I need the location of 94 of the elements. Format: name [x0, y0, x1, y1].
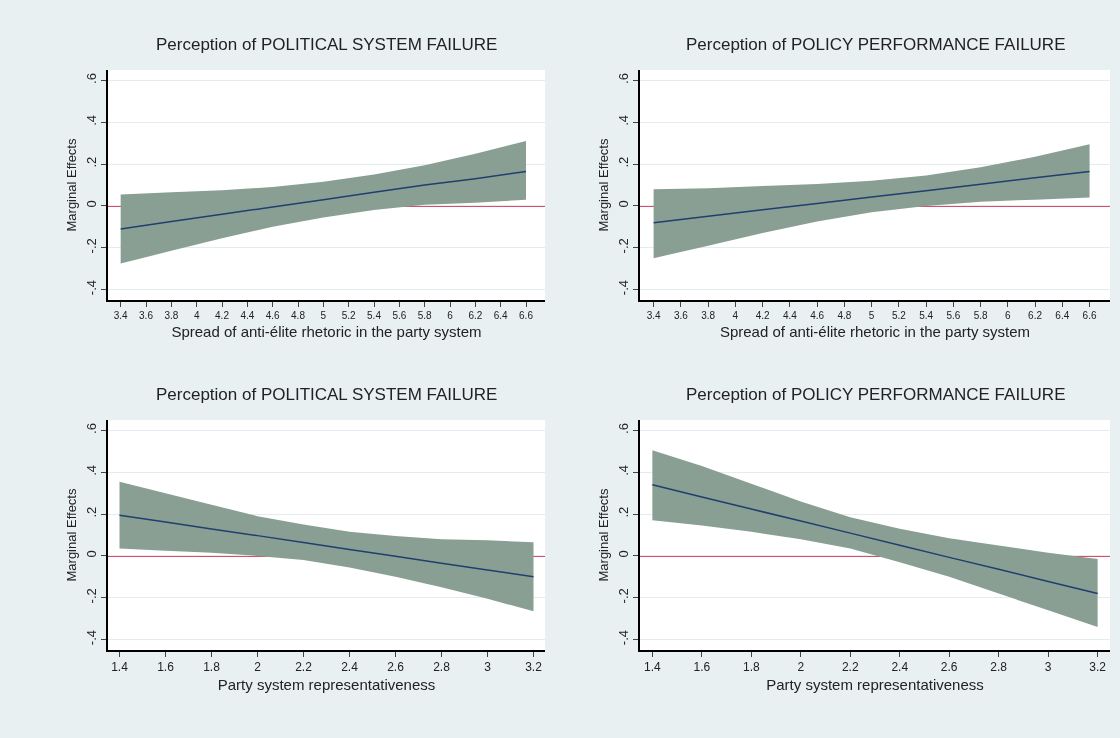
x-tick-label: 5.4 [919, 310, 934, 321]
x-tick-label: 3.2 [525, 660, 543, 675]
y-tick-label: -.4 [615, 630, 631, 646]
x-tick-label: 2.2 [295, 660, 313, 675]
x-tick-label: 6.4 [493, 310, 509, 321]
x-tick-label: 4.4 [782, 310, 798, 321]
y-tick-label: -.2 [615, 588, 631, 604]
x-tick-label: 2.8 [433, 660, 451, 675]
x-axis-title: Spread of anti-élite rhetoric in the party system [171, 322, 482, 340]
y-tick-label: .2 [83, 506, 99, 518]
x-tick-label: 6.2 [468, 310, 483, 321]
x-tick-label: 4.6 [265, 310, 281, 321]
x-tick-label: 1.8 [203, 660, 221, 675]
x-tick-label: 3 [484, 660, 492, 675]
x-tick-label: 5.8 [417, 310, 433, 321]
x-tick-label: 6.6 [519, 310, 534, 321]
y-tick-label: .6 [83, 423, 99, 434]
x-tick-label: 2.4 [891, 660, 909, 675]
x-tick-label: 2.4 [341, 660, 359, 675]
x-tick-label: 4.6 [810, 310, 825, 321]
x-tick-label: 3.8 [701, 310, 716, 321]
x-tick-label: 3.4 [113, 310, 129, 321]
y-tick-label: .4 [83, 464, 99, 476]
chart-title: Perception of POLICY PERFORMANCE FAILURE [686, 35, 1066, 54]
x-tick-label: 6 [447, 310, 454, 321]
y-axis-title: Marginal Effects [64, 138, 80, 232]
x-tick-label: 3.8 [164, 310, 179, 321]
line-series [118, 514, 535, 578]
x-tick-label: 4.2 [215, 310, 230, 321]
x-tick-label: 5.8 [973, 310, 988, 321]
y-tick-label: -.2 [83, 238, 99, 254]
line-series [652, 170, 1091, 224]
x-tick-label: 6.2 [1028, 310, 1043, 321]
x-tick-label: 4.4 [240, 310, 255, 321]
x-tick-label: 1.6 [157, 660, 175, 675]
x-tick-label: 4 [732, 310, 739, 321]
y-tick-label: .2 [615, 156, 631, 168]
y-tick-label: 0 [83, 200, 99, 208]
y-tick-label: -.2 [83, 588, 99, 604]
x-tick-label: 1.6 [693, 660, 711, 675]
x-tick-label: 5 [320, 310, 327, 321]
y-tick-label: 0 [615, 200, 631, 208]
y-tick-label: -.2 [615, 238, 631, 254]
line-series [651, 484, 1099, 595]
y-axis-title: Marginal Effects [596, 488, 612, 582]
x-tick-label: 6.6 [1082, 310, 1097, 321]
x-axis-title: Spread of anti-élite rhetoric in the party system [719, 322, 1031, 340]
x-tick-label: 6 [1005, 310, 1012, 321]
y-tick-label: .4 [615, 114, 631, 126]
x-tick-label: 1.8 [742, 660, 760, 675]
x-tick-label: 1.4 [644, 660, 662, 675]
x-tick-label: 4.8 [837, 310, 852, 321]
x-tick-label: 5 [868, 310, 875, 321]
x-tick-label: 3.2 [1089, 660, 1107, 675]
chart-title: Perception of POLICY PERFORMANCE FAILURE [686, 385, 1066, 404]
x-tick-label: 5.2 [891, 310, 907, 321]
x-tick-label: 5.6 [946, 310, 961, 321]
chart-title: Perception of POLITICAL SYSTEM FAILURE [156, 385, 498, 404]
x-tick-label: 3.6 [139, 310, 154, 321]
x-tick-label: 4.8 [291, 310, 306, 321]
y-tick-label: -.4 [615, 280, 631, 296]
x-tick-label: 2.6 [387, 660, 405, 675]
y-tick-label: .4 [83, 114, 99, 126]
y-tick-label: 0 [83, 550, 99, 558]
x-tick-label: 6.4 [1055, 310, 1070, 321]
y-tick-label: -.4 [83, 630, 99, 646]
x-tick-label: 2.8 [990, 660, 1008, 675]
x-tick-label: 3.6 [673, 310, 689, 321]
x-tick-label: 2 [797, 660, 805, 675]
x-tick-label: 3.4 [646, 310, 662, 321]
line-series [119, 170, 527, 230]
x-tick-label: 3 [1044, 660, 1052, 675]
x-axis-title: Party system representativeness [766, 675, 984, 693]
x-tick-label: 5.6 [392, 310, 407, 321]
x-tick-label: 2.6 [940, 660, 958, 675]
y-tick-label: .4 [615, 464, 631, 476]
y-tick-label: -.4 [83, 280, 99, 296]
y-tick-label: .6 [615, 423, 631, 434]
x-tick-label: 2.2 [841, 660, 859, 675]
x-tick-label: 1.4 [111, 660, 129, 675]
chart-title: Perception of POLITICAL SYSTEM FAILURE [156, 35, 498, 54]
x-tick-label: 4.2 [755, 310, 770, 321]
y-tick-label: .2 [83, 156, 99, 168]
x-tick-label: 5.4 [367, 310, 382, 321]
x-tick-label: 2 [254, 660, 262, 675]
x-tick-label: 5.2 [341, 310, 357, 321]
y-tick-label: .2 [615, 506, 631, 518]
x-axis-title: Party system representativeness [217, 675, 436, 693]
y-axis-title: Marginal Effects [596, 138, 612, 232]
y-axis-title: Marginal Effects [64, 488, 80, 582]
y-tick-label: 0 [615, 550, 631, 558]
y-tick-label: .6 [615, 73, 631, 84]
y-tick-label: .6 [83, 73, 99, 84]
x-tick-label: 4 [193, 310, 200, 321]
